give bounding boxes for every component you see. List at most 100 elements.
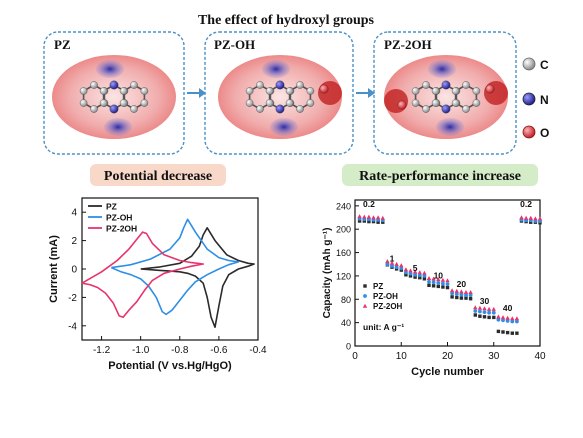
data-point-pz — [501, 330, 505, 334]
data-point-pz-2oh — [496, 314, 501, 319]
y-tick-label: 80 — [341, 295, 351, 305]
data-point-pz-2oh — [486, 306, 492, 311]
carbon-atom — [411, 99, 420, 107]
data-point-pz-2oh — [417, 270, 422, 275]
data-point-pz — [422, 277, 427, 281]
data-point-pz-2oh — [528, 215, 533, 220]
data-point-pz-2oh — [510, 316, 515, 321]
carbon-atom — [99, 87, 108, 95]
carbon-atom — [451, 99, 460, 107]
y-tick-label: -2 — [68, 293, 77, 304]
carbon-atom — [296, 105, 304, 113]
x-tick-label: -1.0 — [132, 345, 150, 356]
rate-label: 0.2 — [520, 199, 532, 209]
carbon-atom — [422, 105, 430, 113]
x-tick-label: -0.8 — [171, 345, 189, 356]
atom-legend-label: O — [540, 126, 549, 140]
data-point-pz — [445, 285, 450, 290]
rate-label: 10 — [434, 270, 444, 280]
rate-label: 20 — [457, 279, 467, 289]
y-tick-label: 240 — [336, 201, 351, 211]
esp-negative-lobe — [270, 118, 298, 136]
nitrogen-atom-icon: N — [522, 92, 549, 107]
data-point-pz-2oh — [399, 263, 404, 268]
carbon-atom — [90, 105, 98, 113]
carbon-atom — [79, 99, 88, 107]
data-point-pz-2oh — [394, 261, 399, 266]
carbon-atom — [472, 99, 481, 107]
esp-blob — [52, 55, 176, 139]
data-point-pz-oh — [445, 282, 450, 286]
data-point-pz-oh — [436, 281, 441, 285]
data-point-pz — [496, 329, 501, 334]
carbon-atom — [306, 99, 315, 107]
y-tick-label: 0 — [346, 342, 351, 352]
carbon-atom — [472, 87, 481, 95]
oxygen-atom — [319, 84, 329, 94]
carbon-atom — [285, 99, 294, 107]
carbon-atom — [256, 105, 264, 113]
carbon-atom — [119, 99, 128, 107]
x-tick-label: 40 — [534, 351, 546, 362]
cv-curve-pz-oh — [110, 218, 240, 316]
data-point-pz — [427, 283, 431, 287]
molecule-label: PZ — [54, 37, 71, 52]
data-point-pz-2oh — [523, 215, 529, 220]
x-tick-label: 0 — [352, 351, 358, 362]
carbon-atom — [462, 105, 470, 113]
esp-negative-lobe — [428, 60, 456, 78]
data-point-pz-2oh — [533, 216, 538, 221]
data-point-pz — [478, 314, 482, 318]
data-point-pz-oh — [390, 264, 394, 268]
data-point-pz-oh — [468, 293, 473, 298]
data-point-pz — [404, 273, 408, 277]
data-point-pz-oh — [482, 310, 487, 314]
legend-label: PZ-2OH — [373, 302, 403, 311]
data-point-pz-2oh — [468, 290, 473, 294]
nitrogen-atom — [109, 104, 119, 114]
nitrogen-atom — [441, 104, 451, 114]
data-point-pz — [515, 331, 519, 335]
data-point-pz-oh — [408, 271, 413, 276]
data-point-pz — [357, 219, 362, 223]
x-tick-label: -1.2 — [93, 345, 111, 356]
legend-label: PZ — [373, 282, 383, 291]
y-tick-label: 40 — [341, 318, 351, 328]
legend-label: PZ-OH — [373, 292, 398, 301]
data-point-pz-2oh — [482, 306, 487, 311]
data-point-pz — [418, 276, 422, 280]
esp-oh-lobe — [384, 89, 408, 113]
data-point-pz-oh — [515, 319, 519, 324]
data-point-pz-2oh — [412, 269, 418, 274]
carbon-atom — [256, 81, 264, 89]
data-point-pz-2oh — [403, 267, 409, 272]
data-point-pz — [431, 284, 436, 288]
data-point-pz-2oh — [473, 305, 478, 310]
data-point-pz-2oh — [500, 315, 506, 320]
data-point-pz-2oh — [389, 260, 395, 265]
data-point-pz-2oh — [514, 316, 520, 321]
data-point-pz-2oh — [440, 277, 446, 282]
rate-label: 40 — [503, 303, 513, 313]
molecule-label: PZ-OH — [214, 37, 255, 52]
data-point-pz-2oh — [422, 270, 427, 275]
data-point-pz-oh — [417, 273, 422, 278]
cv-curve-pz-2oh — [81, 231, 204, 319]
x-tick-label: 10 — [396, 351, 408, 362]
molecule-label: PZ-2OH — [384, 37, 432, 52]
data-point-pz-oh — [399, 266, 404, 271]
data-point-pz-2oh — [357, 214, 362, 219]
data-point-pz-2oh — [371, 215, 376, 220]
data-point-pz-2oh — [454, 288, 459, 293]
data-point-pz-2oh — [463, 290, 469, 294]
data-point-pz — [413, 275, 417, 279]
data-point-pz-oh — [464, 293, 468, 298]
data-point-pz-2oh — [505, 315, 510, 320]
data-point-pz-oh — [501, 318, 505, 323]
y-tick-label: 4 — [71, 208, 77, 219]
data-point-pz — [464, 296, 468, 300]
carbon-atom — [306, 87, 315, 95]
legend-marker — [363, 294, 367, 298]
data-point-pz — [510, 331, 514, 335]
